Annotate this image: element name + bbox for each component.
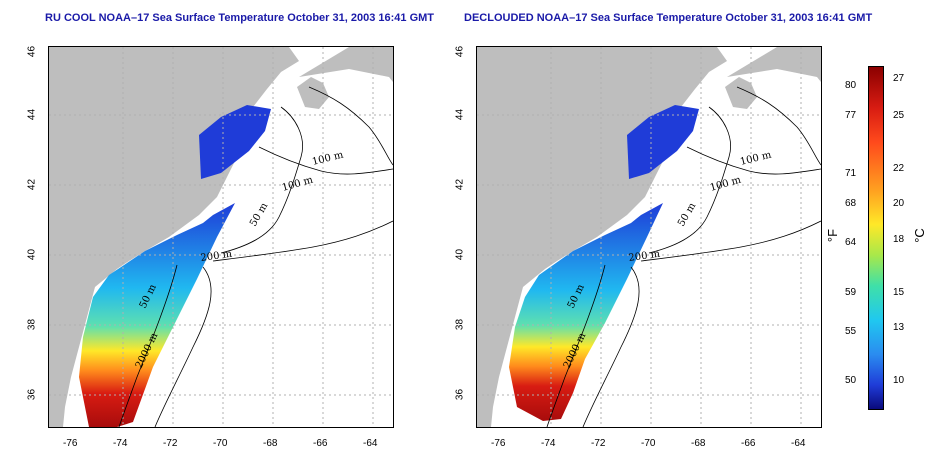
lon-tick: -68	[263, 438, 278, 449]
lat-tick: 38	[26, 318, 38, 331]
sst-swath	[199, 105, 271, 179]
sst-map-left: 100 m 100 m 50 m 200 m 50 m 2000 m	[48, 46, 394, 428]
lat-tick: 42	[454, 178, 466, 191]
lat-tick: 40	[454, 248, 466, 261]
lat-lon-grid	[477, 47, 821, 427]
sst-swath	[79, 203, 235, 427]
land-mass	[725, 77, 757, 109]
celsius-tick: 20	[893, 198, 905, 209]
lat-lon-grid	[49, 47, 393, 427]
fahrenheit-tick: 80	[845, 80, 857, 91]
bathymetry-contours	[546, 86, 821, 427]
celsius-tick: 10	[893, 375, 905, 386]
right-map-title: DECLOUDED NOAA–17 Sea Surface Temperatur…	[464, 12, 873, 24]
fahrenheit-unit-label: °F	[825, 228, 841, 243]
sst-map-right-graphic: 100 m 100 m 50 m 200 m 50 m 2000 m	[477, 47, 821, 427]
lon-tick: -66	[741, 438, 756, 449]
contour-label-200m: 200 m	[200, 249, 233, 264]
lon-tick: -70	[213, 438, 228, 449]
land-mass	[297, 77, 329, 109]
lat-tick: 44	[26, 108, 38, 121]
fahrenheit-tick: 71	[845, 168, 857, 179]
land-mass	[299, 47, 393, 82]
contour-label-100m: 100 m	[281, 174, 315, 193]
celsius-tick: 18	[893, 234, 905, 245]
lat-tick: 38	[454, 318, 466, 331]
contour-label-50m: 50 m	[676, 201, 698, 229]
contour-label-50m: 50 m	[248, 201, 270, 229]
left-map-title: RU COOL NOAA–17 Sea Surface Temperature …	[45, 12, 435, 24]
sst-swath	[627, 105, 699, 179]
celsius-tick: 22	[893, 163, 905, 174]
contour-label-100m: 100 m	[739, 149, 773, 167]
lat-tick: 46	[26, 45, 38, 58]
lon-tick: -76	[491, 438, 506, 449]
celsius-tick: 27	[893, 73, 905, 84]
lon-tick: -74	[541, 438, 556, 449]
sst-swath	[509, 203, 663, 421]
bathymetry-contours	[118, 86, 393, 427]
lon-tick: -66	[313, 438, 328, 449]
celsius-unit-label: °C	[911, 228, 927, 243]
sst-map-left-graphic: 100 m 100 m 50 m 200 m 50 m 2000 m	[49, 47, 393, 427]
lat-tick: 40	[26, 248, 38, 261]
lon-tick: -72	[591, 438, 606, 449]
lat-tick: 42	[26, 178, 38, 191]
sst-map-right: 100 m 100 m 50 m 200 m 50 m 2000 m	[476, 46, 822, 428]
lat-tick: 36	[26, 388, 38, 401]
lon-tick: -70	[641, 438, 656, 449]
fahrenheit-tick: 68	[845, 198, 857, 209]
fahrenheit-tick: 50	[845, 375, 857, 386]
lon-tick: -74	[113, 438, 128, 449]
lat-tick: 36	[454, 388, 466, 401]
lat-tick: 44	[454, 108, 466, 121]
contour-label-200m: 200 m	[628, 249, 661, 264]
fahrenheit-tick: 59	[845, 287, 857, 298]
lon-tick: -68	[691, 438, 706, 449]
celsius-tick: 15	[893, 287, 905, 298]
contour-label-100m: 100 m	[311, 149, 345, 167]
fahrenheit-tick: 55	[845, 326, 857, 337]
contour-label-100m: 100 m	[709, 174, 743, 193]
temperature-colorbar	[868, 66, 884, 410]
lon-tick: -72	[163, 438, 178, 449]
fahrenheit-tick: 64	[845, 237, 857, 248]
celsius-tick: 13	[893, 322, 905, 333]
lat-tick: 46	[454, 45, 466, 58]
lon-tick: -76	[63, 438, 78, 449]
lon-tick: -64	[363, 438, 378, 449]
lon-tick: -64	[791, 438, 806, 449]
land-mass	[727, 47, 821, 82]
fahrenheit-tick: 77	[845, 110, 857, 121]
celsius-tick: 25	[893, 110, 905, 121]
